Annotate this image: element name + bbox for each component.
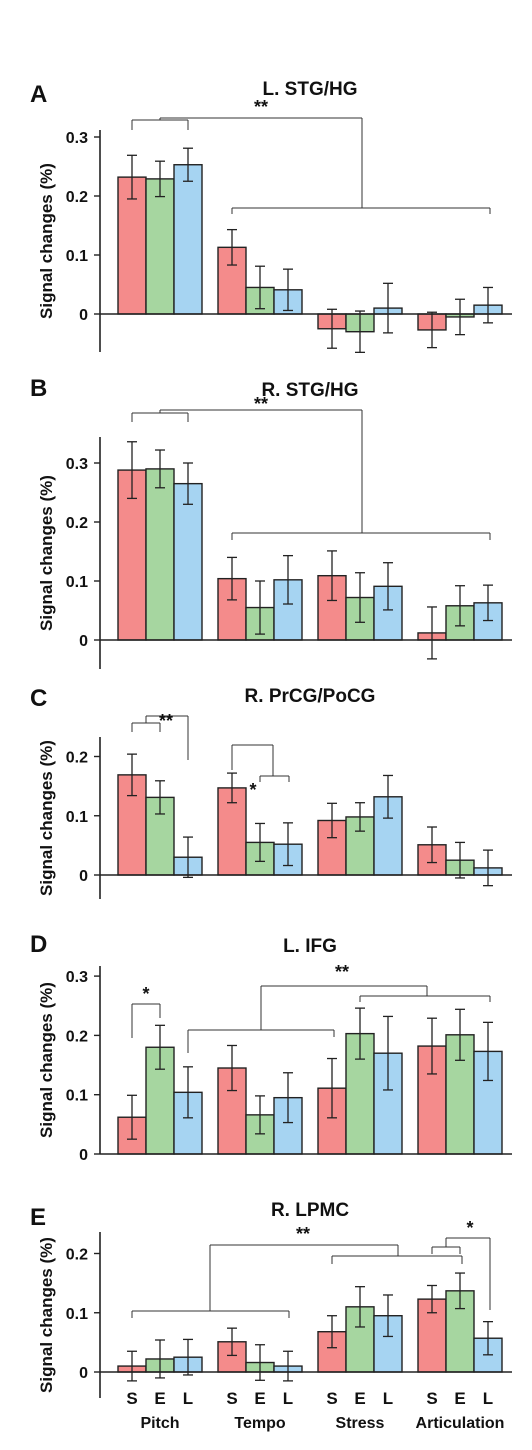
significance-bracket: ** — [187, 962, 491, 1053]
y-tick-label: 0.2 — [66, 189, 88, 206]
significance-bracket: * — [131, 984, 161, 1038]
y-axis-label: Signal changes (%) — [37, 1237, 56, 1393]
bar-e-pitch — [145, 178, 175, 315]
y-tick-label: 0 — [79, 633, 88, 650]
x-group-label: Pitch — [140, 1415, 179, 1432]
panel-letter: B — [30, 375, 47, 402]
y-tick-label: 0 — [79, 868, 88, 885]
significance-bracket: ** — [131, 97, 491, 214]
significance-marker: ** — [254, 97, 268, 117]
x-tick-label: E — [354, 1389, 365, 1408]
x-tick-label: E — [154, 1389, 165, 1408]
x-tick-label: S — [326, 1389, 337, 1408]
y-tick-label: 0 — [79, 1147, 88, 1164]
bar-e-pitch — [145, 468, 175, 641]
x-tick-label: L — [283, 1389, 293, 1408]
y-axis-label: Signal changes (%) — [37, 982, 56, 1138]
x-tick-label: L — [483, 1389, 493, 1408]
panel-letter: A — [30, 81, 47, 108]
panel-letter: E — [30, 1204, 46, 1231]
significance-marker: * — [142, 984, 149, 1004]
y-tick-label: 0.2 — [66, 1247, 88, 1264]
y-tick-label: 0.2 — [66, 1028, 88, 1045]
panel-letter: D — [30, 931, 47, 958]
y-axis-label: Signal changes (%) — [37, 740, 56, 896]
x-tick-label: L — [383, 1389, 393, 1408]
chart-title: R. STG/HG — [261, 380, 358, 401]
y-tick-label: 0.1 — [66, 1088, 88, 1105]
chart-title: R. PrCG/PoCG — [245, 686, 376, 707]
significance-marker: ** — [159, 711, 173, 731]
significance-marker: * — [466, 1218, 473, 1238]
y-tick-label: 0.2 — [66, 515, 88, 532]
significance-bracket: ** — [131, 711, 189, 760]
x-group-label: Articulation — [416, 1415, 505, 1432]
significance-bracket: * — [431, 1218, 491, 1310]
x-tick-label: S — [126, 1389, 137, 1408]
significance-marker: ** — [254, 394, 268, 414]
significance-marker: ** — [335, 962, 349, 982]
significance-bracket: * — [231, 744, 290, 800]
significance-bracket: ** — [131, 394, 491, 540]
y-tick-label: 0.1 — [66, 574, 88, 591]
y-tick-label: 0.1 — [66, 809, 88, 826]
significance-bracket: ** — [131, 1224, 463, 1318]
y-tick-label: 0.3 — [66, 130, 88, 147]
x-tick-label: E — [254, 1389, 265, 1408]
chart-panel-a: A L. STG/HG Signal changes (%) 0 0.1 0.2 0.3 ** — [30, 79, 512, 354]
chart-title: L. IFG — [283, 936, 337, 957]
chart-title: R. LPMC — [271, 1200, 349, 1221]
y-tick-label: 0 — [79, 1365, 88, 1382]
y-tick-label: 0.1 — [66, 1306, 88, 1323]
significance-marker: * — [249, 780, 256, 800]
chart-title: L. STG/HG — [263, 79, 358, 100]
chart-panel-b: B R. STG/HG Signal changes (%) 0 0.1 0.2 0.3 ** — [30, 375, 512, 669]
bar-l-pitch — [173, 164, 203, 315]
x-tick-label: E — [454, 1389, 465, 1408]
x-tick-label: S — [426, 1389, 437, 1408]
panel-letter: C — [30, 685, 47, 712]
x-tick-label: S — [226, 1389, 237, 1408]
y-tick-label: 0.1 — [66, 248, 88, 265]
x-tick-label: L — [183, 1389, 193, 1408]
y-tick-label: 0 — [79, 307, 88, 324]
y-tick-label: 0.2 — [66, 750, 88, 767]
y-axis-label: Signal changes (%) — [37, 163, 56, 319]
bar-l-pitch — [173, 482, 203, 641]
x-group-label: Stress — [336, 1415, 385, 1432]
x-group-label: Tempo — [234, 1415, 285, 1432]
y-tick-label: 0.3 — [66, 456, 88, 473]
y-axis-label: Signal changes (%) — [37, 475, 56, 631]
significance-marker: ** — [296, 1224, 310, 1244]
y-tick-label: 0.3 — [66, 969, 88, 986]
